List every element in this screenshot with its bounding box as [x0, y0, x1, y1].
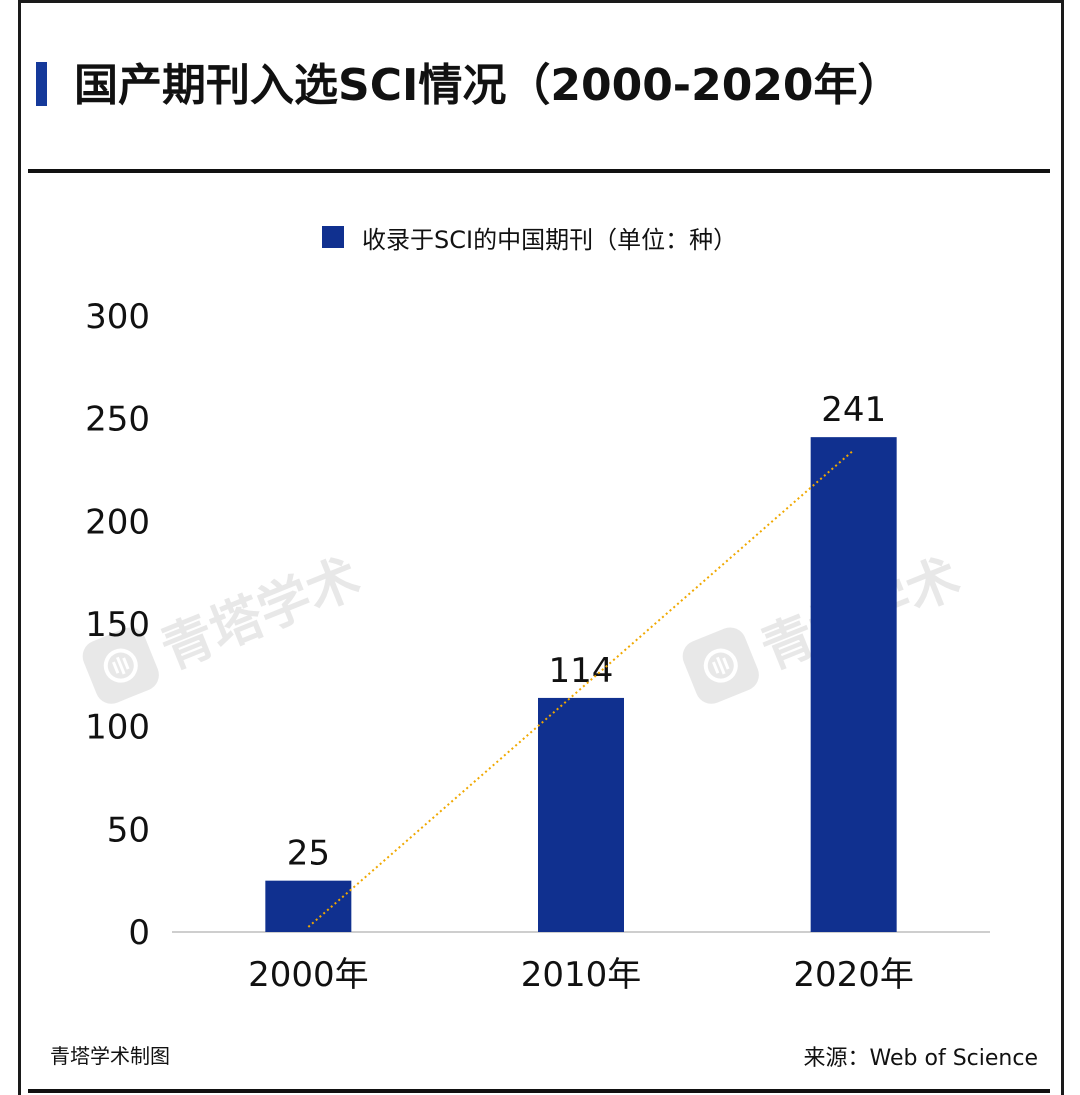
watermark-logo-icon	[77, 622, 164, 709]
bottom-divider	[28, 1089, 1050, 1093]
footer-source: 来源：Web of Science	[803, 1046, 1038, 1071]
footer-credit: 青塔学术制图	[50, 1044, 170, 1068]
y-tick-label: 150	[85, 605, 150, 645]
frame-border-right	[1061, 0, 1064, 1095]
x-tick-label: 2000年	[248, 955, 369, 995]
y-tick-label: 200	[85, 502, 150, 542]
title-accent-bar	[36, 62, 47, 106]
bar	[810, 437, 897, 932]
data-label: 25	[287, 834, 330, 874]
x-tick-label: 2010年	[521, 955, 642, 995]
watermark-logo-icon	[677, 622, 764, 709]
bar	[265, 880, 352, 932]
x-tick-label: 2020年	[793, 955, 914, 995]
frame-border-top	[18, 0, 1064, 3]
data-label: 114	[549, 651, 614, 691]
bar	[538, 697, 624, 932]
title-divider	[28, 169, 1050, 173]
y-tick-label: 100	[85, 708, 150, 748]
y-tick-label: 0	[128, 913, 150, 953]
watermark-right: 青塔学术	[676, 536, 969, 713]
legend-label: 收录于SCI的中国期刊（单位：种）	[362, 225, 738, 254]
chart-legend: 收录于SCI的中国期刊（单位：种）	[322, 222, 738, 254]
trendline	[307, 449, 855, 928]
y-tick-label: 50	[107, 810, 150, 850]
legend-swatch	[322, 226, 344, 248]
watermark-left: 青塔学术	[76, 536, 369, 713]
y-tick-label: 250	[85, 400, 150, 440]
data-label: 241	[821, 390, 886, 430]
frame-border-left	[18, 0, 21, 1095]
y-tick-label: 300	[85, 297, 150, 337]
bar-chart: 0 50 100 150 200 250 300 25 2000年 114 2010年 241 2020…	[85, 297, 990, 995]
page-title: 国产期刊入选SCI情况（2000-2020年）	[74, 60, 902, 111]
